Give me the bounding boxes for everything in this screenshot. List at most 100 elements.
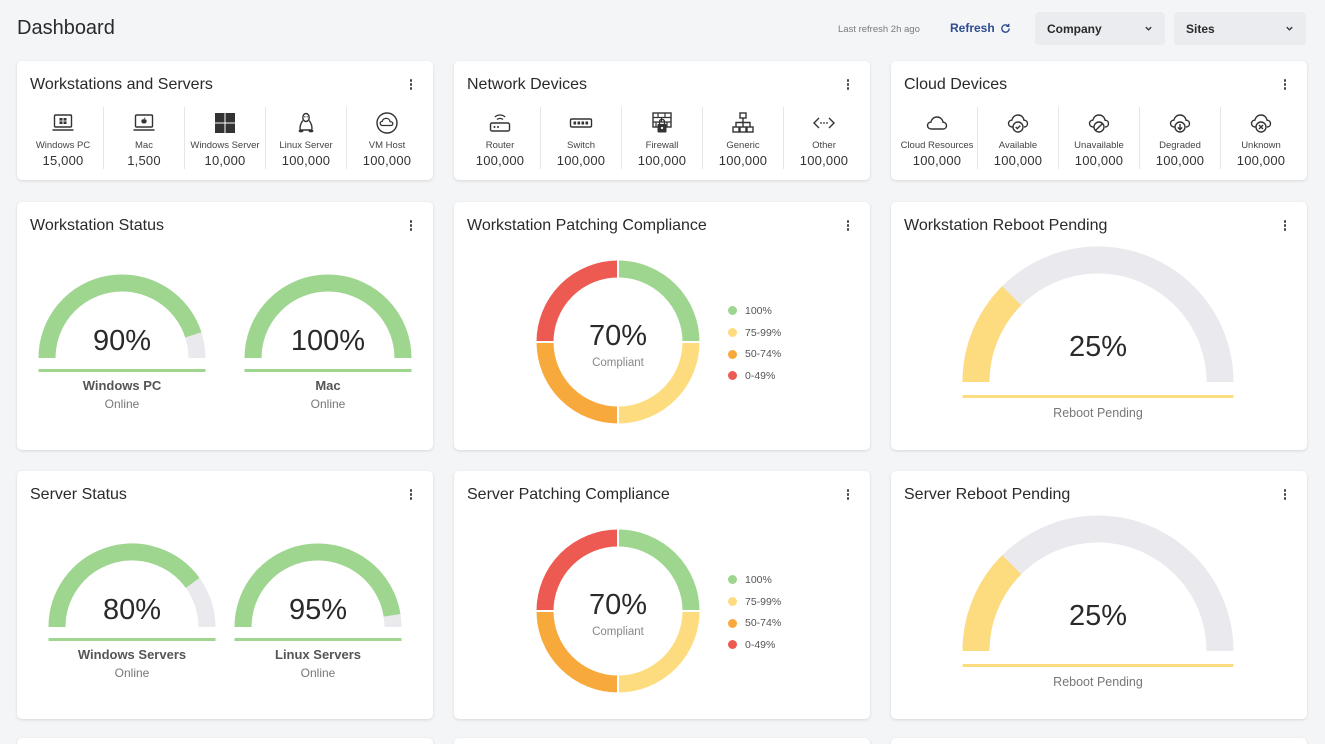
cloud-devices-card: Cloud Devices Cloud Resources 100,000 Av…	[891, 61, 1307, 180]
workstation-reboot-card: Workstation Reboot Pending 25% Reboot Pen…	[891, 202, 1307, 450]
device-count: 15,000	[42, 153, 84, 168]
network-devices-card: Network Devices Router 100,000 Switch 10…	[454, 61, 870, 180]
device-vm-host[interactable]: VM Host 100,000	[347, 107, 427, 169]
server-status-card: Server Status 80% Windows Servers Online 95…	[17, 471, 433, 719]
workstation-status-card: Workstation Status 90% Windows PC Online 10…	[17, 202, 433, 450]
device-count: 100,000	[475, 153, 525, 168]
more-options-icon[interactable]	[407, 220, 415, 232]
device-router[interactable]: Router 100,000	[460, 107, 541, 169]
device-generic[interactable]: Generic 100,000	[703, 107, 784, 169]
last-refresh-text: Last refresh 2h ago	[838, 24, 920, 35]
gauge-track	[962, 246, 1234, 383]
more-options-icon[interactable]	[844, 79, 852, 91]
legend-label: 100%	[745, 573, 772, 586]
device-label: Generic	[726, 140, 760, 151]
top-bar: Dashboard Last refresh 2h ago Refresh Co…	[0, 0, 1325, 58]
device-label: Firewall	[645, 140, 679, 151]
more-options-icon[interactable]	[407, 79, 415, 91]
next-card-edge	[454, 738, 870, 744]
status-gauges-chart: 80% Windows Servers Online 95% Linux Servers…	[48, 543, 402, 680]
device-count: 1,500	[127, 153, 161, 168]
donut-segment	[617, 260, 700, 343]
gauge-baseline	[234, 638, 402, 641]
device-count-row: Windows PC 15,000 Mac 1,500 Windows Serv…	[17, 107, 433, 169]
more-options-icon[interactable]	[844, 489, 852, 501]
laptop-windows-icon	[52, 114, 74, 131]
cloud-icon	[926, 116, 948, 130]
device-other[interactable]: Other 100,000	[784, 107, 864, 169]
device-linux-server[interactable]: Linux Server 100,000	[266, 107, 347, 169]
gauge-baseline	[244, 369, 412, 372]
device-count-row: Router 100,000 Switch 100,000 Firewall 1…	[454, 107, 870, 169]
legend-label: 100%	[745, 304, 772, 317]
device-count: 10,000	[204, 153, 246, 168]
device-count: 100,000	[556, 153, 606, 168]
device-label: Linux Server	[279, 140, 333, 151]
card-title: Workstation Patching Compliance	[467, 217, 707, 234]
device-count: 100,000	[799, 153, 849, 168]
cloud-off-icon	[1088, 114, 1110, 133]
legend-label: 75-99%	[745, 326, 782, 339]
device-mac[interactable]: Mac 1,500	[104, 107, 185, 169]
more-options-icon[interactable]	[1281, 79, 1289, 91]
more-options-icon[interactable]	[1281, 489, 1289, 501]
gauge-value-arc	[244, 274, 412, 359]
device-count: 100,000	[1236, 153, 1286, 168]
card-title: Workstation Reboot Pending	[904, 217, 1108, 234]
legend-item: 50-74%	[728, 612, 781, 634]
gauge-value-label: 95%	[289, 594, 347, 626]
device-cloud-resources[interactable]: Cloud Resources 100,000	[897, 107, 978, 169]
card-title: Network Devices	[467, 76, 588, 93]
device-count: 100,000	[1155, 153, 1205, 168]
device-count: 100,000	[637, 153, 687, 168]
router-icon	[489, 114, 511, 132]
device-unavailable[interactable]: Unavailable 100,000	[1059, 107, 1140, 169]
refresh-label: Refresh	[950, 21, 995, 35]
gauge-baseline	[48, 638, 216, 641]
device-switch[interactable]: Switch 100,000	[541, 107, 622, 169]
gauge-value-label: 90%	[93, 325, 151, 357]
refresh-button[interactable]: Refresh	[950, 21, 1011, 35]
donut-segment	[617, 341, 700, 424]
device-unknown[interactable]: Unknown 100,000	[1221, 107, 1301, 169]
company-select[interactable]: Company	[1035, 12, 1165, 45]
device-count: 100,000	[993, 153, 1043, 168]
device-count-row: Cloud Resources 100,000 Available 100,00…	[891, 107, 1307, 169]
donut-center-label: Compliant	[592, 357, 645, 369]
next-card-edge	[17, 738, 433, 744]
device-firewall[interactable]: Firewall 100,000	[622, 107, 703, 169]
gauge-value-arc	[962, 555, 1022, 652]
more-options-icon[interactable]	[1281, 220, 1289, 232]
more-options-icon[interactable]	[407, 489, 415, 501]
more-options-icon[interactable]	[844, 220, 852, 232]
device-label: Windows PC	[35, 140, 91, 151]
legend-item: 0-49%	[728, 634, 781, 656]
switch-icon	[569, 118, 593, 128]
donut-segment	[536, 341, 619, 424]
device-available[interactable]: Available 100,000	[978, 107, 1059, 169]
legend-item: 75-99%	[728, 322, 781, 344]
legend-item: 0-49%	[728, 365, 781, 387]
chart-legend: 100% 75-99% 50-74% 0-49%	[728, 569, 781, 656]
device-windows-server[interactable]: Windows Server 10,000	[185, 107, 266, 169]
device-label: Switch	[567, 140, 595, 151]
gauge-name-label: Linux Servers	[275, 647, 361, 662]
gauge-track	[962, 515, 1234, 652]
cloud-check-icon	[1007, 114, 1029, 133]
sites-select[interactable]: Sites	[1174, 12, 1306, 45]
card-title: Server Status	[30, 486, 127, 503]
gauge-sub-label: Online	[301, 666, 336, 680]
chart-legend: 100% 75-99% 50-74% 0-49%	[728, 300, 781, 387]
legend-label: 50-74%	[745, 348, 782, 361]
workstations-servers-card: Workstations and Servers Windows PC 15,0…	[17, 61, 433, 180]
device-label: Windows Server	[190, 140, 260, 151]
device-degraded[interactable]: Degraded 100,000	[1140, 107, 1221, 169]
donut-segment	[617, 610, 700, 693]
device-count: 100,000	[718, 153, 768, 168]
network-generic-icon	[732, 112, 754, 133]
device-windows-pc[interactable]: Windows PC 15,000	[23, 107, 104, 169]
device-label: Other	[812, 140, 836, 151]
card-title: Workstations and Servers	[30, 76, 213, 93]
page-title: Dashboard	[17, 17, 115, 39]
gauge-value-label: 25%	[1069, 600, 1127, 632]
